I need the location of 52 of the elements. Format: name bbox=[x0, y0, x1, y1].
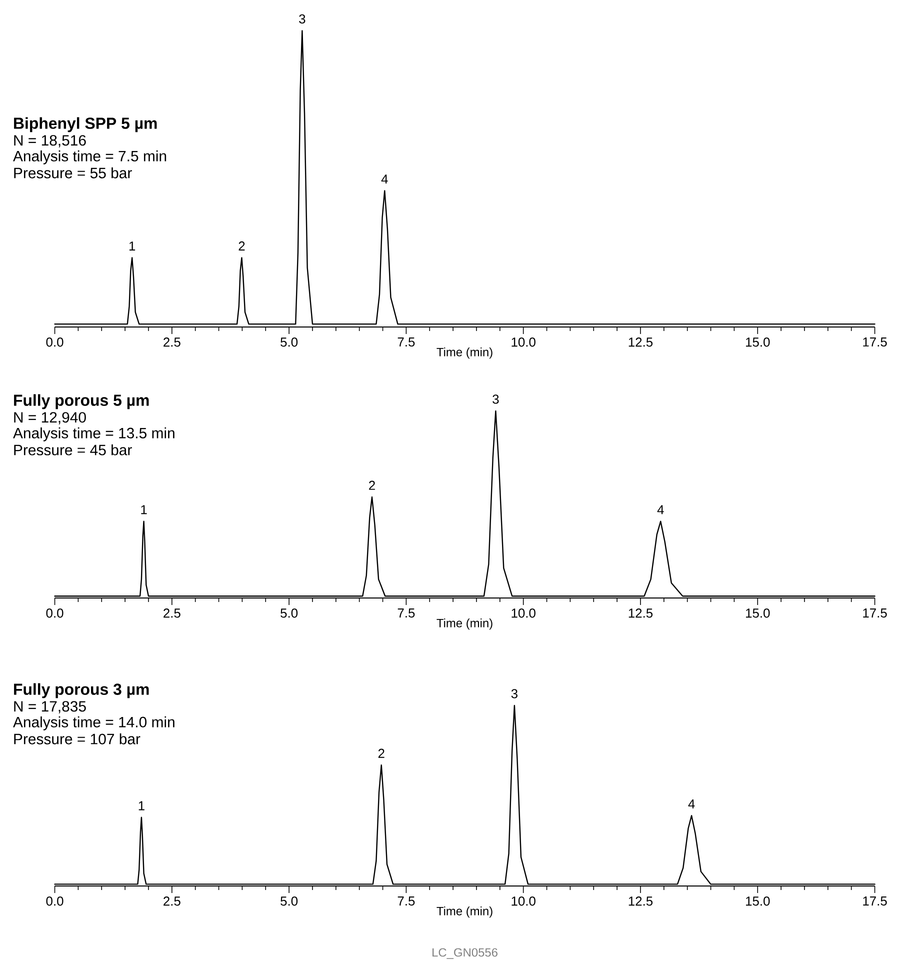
text: Biphenyl SPP 5 µm bbox=[14, 117, 157, 132]
annotation: 1 bbox=[138, 801, 145, 810]
annotation: 2 bbox=[378, 748, 384, 758]
x-axis-title: Time (min) bbox=[436, 618, 492, 630]
annotation: 4 bbox=[381, 174, 388, 184]
annotation: 3 bbox=[299, 14, 306, 24]
x-tick-label: 12.5 bbox=[628, 338, 653, 347]
annotation: 1 bbox=[141, 505, 147, 514]
x-tick-label: 10.0 bbox=[512, 896, 536, 906]
annotation: N = 17,835 bbox=[14, 701, 86, 714]
x-tick-label: 2.5 bbox=[164, 896, 180, 906]
annotation: 4 bbox=[688, 799, 695, 808]
x-tick-label: 5.0 bbox=[280, 608, 298, 618]
x-tick-label: 10.0 bbox=[512, 338, 536, 347]
x-tick-label: 0.0 bbox=[46, 338, 64, 347]
x-tick-label: 15.0 bbox=[746, 608, 770, 618]
x-tick-label: 17.5 bbox=[863, 896, 887, 906]
text: LC_GN0556 bbox=[432, 948, 498, 959]
x-tick-label: 7.5 bbox=[398, 338, 415, 347]
annotation: 1 bbox=[130, 242, 136, 250]
x-tick-label: 17.5 bbox=[863, 608, 887, 618]
annotation: N = 18,516 bbox=[14, 135, 86, 148]
x-tick-label: 7.5 bbox=[398, 608, 415, 618]
x-tick-label: 2.5 bbox=[164, 608, 180, 618]
annotation: 4 bbox=[657, 505, 664, 514]
x-tick-label: 5.0 bbox=[280, 338, 298, 347]
annotation: Pressure = 45 bar bbox=[14, 444, 132, 456]
annotation: Analysis time = 7.5 min bbox=[13, 150, 166, 164]
x-tick-label: 2.5 bbox=[164, 338, 180, 347]
annotation: Analysis time = 13.5 min bbox=[13, 427, 174, 442]
annotation: 3 bbox=[511, 689, 518, 698]
annotation: 2 bbox=[369, 480, 376, 490]
annotation: Analysis time = 14.0 min bbox=[13, 716, 174, 730]
x-tick-label: 15.0 bbox=[746, 896, 770, 906]
x-tick-label: 10.0 bbox=[512, 608, 536, 618]
annotation: Pressure = 107 bar bbox=[14, 733, 140, 744]
x-tick-label: 12.5 bbox=[628, 608, 653, 618]
annotation: Pressure = 55 bar bbox=[14, 167, 132, 178]
annotation: N = 12,940 bbox=[14, 412, 86, 424]
annotation: 2 bbox=[238, 241, 245, 250]
x-tick-label: 15.0 bbox=[746, 338, 770, 347]
chart-title: Fully porous 5 µm bbox=[14, 394, 149, 410]
x-tick-label: 12.5 bbox=[628, 896, 653, 906]
x-tick-label: 0.0 bbox=[46, 608, 64, 618]
chart-title: Fully porous 3 µm bbox=[14, 683, 149, 698]
x-axis-title: Time (min) bbox=[436, 348, 492, 359]
x-tick-label: 0.0 bbox=[46, 896, 64, 906]
x-tick-label: 5.0 bbox=[280, 896, 298, 906]
x-tick-label: 17.5 bbox=[863, 338, 887, 347]
x-axis-title: Time (min) bbox=[436, 906, 492, 918]
annotation: 3 bbox=[492, 394, 499, 404]
x-tick-label: 7.5 bbox=[398, 896, 415, 906]
